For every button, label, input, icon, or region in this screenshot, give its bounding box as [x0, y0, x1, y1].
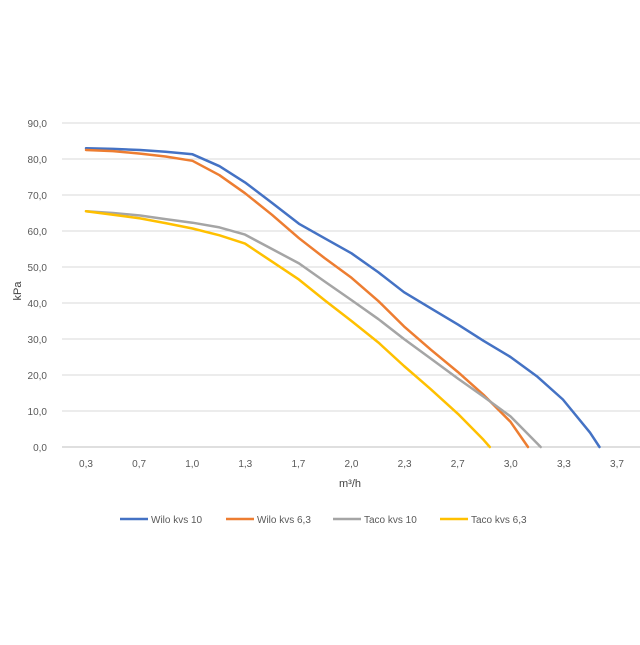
x-tick-label: 3,3 — [557, 459, 571, 470]
legend-label: Wilo kvs 10 — [151, 515, 203, 526]
y-tick-label: 30,0 — [28, 335, 48, 346]
y-tick-label: 40,0 — [28, 299, 48, 310]
y-tick-label: 90,0 — [28, 119, 48, 130]
y-tick-label: 70,0 — [28, 191, 48, 202]
legend-label: Wilo kvs 6,3 — [257, 515, 311, 526]
x-tick-label: 2,0 — [345, 459, 359, 470]
x-tick-label: 1,7 — [291, 459, 305, 470]
x-tick-label: 0,7 — [132, 459, 146, 470]
legend-label: Taco kvs 6,3 — [471, 515, 527, 526]
x-tick-label: 1,3 — [238, 459, 252, 470]
y-tick-label: 60,0 — [28, 227, 48, 238]
x-axis-label: m³/h — [339, 478, 361, 490]
legend-label: Taco kvs 10 — [364, 515, 417, 526]
series-lines — [84, 146, 601, 449]
y-tick-label: 0,0 — [33, 443, 47, 454]
x-tick-label: 0,3 — [79, 459, 93, 470]
series-line — [84, 148, 530, 449]
y-tick-label: 50,0 — [28, 263, 48, 274]
x-tick-label: 1,0 — [185, 459, 199, 470]
x-tick-label: 2,3 — [398, 459, 412, 470]
x-tick-label: 3,7 — [610, 459, 624, 470]
x-tick-label: 2,7 — [451, 459, 465, 470]
gridlines — [62, 122, 640, 448]
y-tick-label: 80,0 — [28, 155, 48, 166]
y-axis-ticks: 0,0 10,0 20,0 30,0 40,0 50,0 60,0 70,0 80,0 90,0 — [28, 119, 48, 454]
x-axis-ticks: 0,3 0,7 1,0 1,3 1,7 2,0 2,3 2,7 3,0 3,3 3,7 — [79, 459, 624, 470]
series-line — [84, 209, 542, 449]
legend: Wilo kvs 10 Wilo kvs 6,3 Taco kvs 10 Taco k… — [120, 515, 527, 526]
y-tick-label: 20,0 — [28, 371, 48, 382]
series-line — [84, 209, 492, 449]
x-tick-label: 3,0 — [504, 459, 518, 470]
y-tick-label: 10,0 — [28, 407, 48, 418]
series-line — [84, 146, 601, 449]
y-axis-label: kPa — [12, 281, 24, 301]
